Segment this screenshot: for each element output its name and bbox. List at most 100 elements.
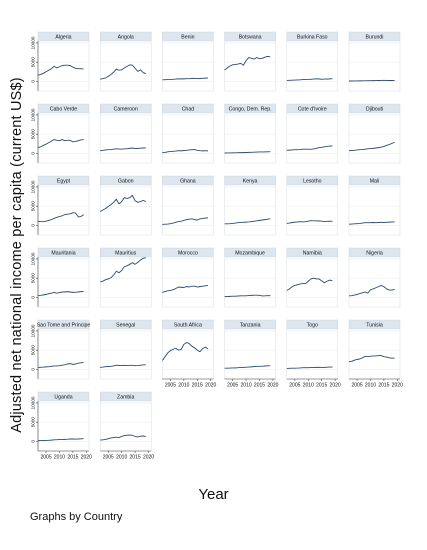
y-tick-label: 5000 bbox=[31, 201, 36, 212]
x-tick-label: 2005 bbox=[289, 383, 300, 389]
y-tick-label: 0 bbox=[31, 296, 36, 299]
y-tick-label: 10000 bbox=[31, 180, 36, 193]
series-line-morocco bbox=[162, 285, 209, 293]
panel-mauritania: Mauritania 0 5000 10000 bbox=[31, 247, 90, 308]
plot-area bbox=[162, 40, 214, 92]
panel-mauritius: Mauritius bbox=[99, 247, 152, 308]
y-tick-label: 0 bbox=[31, 368, 36, 371]
panel-cote-d-ivoire: Cote d'Ivoire bbox=[286, 103, 339, 164]
panel-title: Cabo Verde bbox=[50, 107, 78, 113]
plot-area bbox=[348, 112, 401, 164]
plot-area bbox=[348, 40, 401, 92]
series-line-tanzania bbox=[224, 365, 271, 369]
plot-area bbox=[162, 328, 214, 380]
panel-title: Ghana bbox=[180, 179, 196, 185]
x-tick-label: 2020 bbox=[267, 383, 278, 389]
panel-title: Mali bbox=[370, 179, 380, 185]
panel-title: Togo bbox=[307, 323, 318, 329]
plot-area bbox=[286, 328, 339, 380]
series-line-cabo-verde bbox=[37, 139, 84, 149]
plot-area bbox=[99, 40, 152, 92]
x-tick-label: 2010 bbox=[365, 383, 376, 389]
panel-title: Mauritius bbox=[115, 251, 136, 257]
series-line-ghana bbox=[162, 217, 209, 225]
x-tick-label: 2010 bbox=[303, 383, 314, 389]
x-axis-title: Year bbox=[198, 486, 229, 503]
panel-title: Kenya bbox=[243, 179, 258, 185]
y-tick-label: 5000 bbox=[31, 129, 36, 140]
plot-area bbox=[348, 328, 401, 380]
x-tick-label: 2015 bbox=[67, 455, 78, 461]
series-line-egypt bbox=[37, 212, 84, 223]
panel-djibouti: Djibouti bbox=[348, 103, 401, 164]
panel-uganda: Uganda 0 5000 10000 2005 2010 2015 2020 bbox=[31, 391, 92, 461]
panel-title: Gabon bbox=[118, 179, 134, 185]
plot-area bbox=[99, 400, 152, 452]
y-tick-label: 10000 bbox=[31, 108, 36, 121]
series-line-angola bbox=[100, 64, 147, 80]
series-line-namibia bbox=[286, 277, 333, 291]
series-line-zambia bbox=[100, 434, 146, 441]
panel-title: Cote d'Ivoire bbox=[298, 107, 327, 113]
panel-title: Namibia bbox=[303, 251, 322, 257]
plot-area bbox=[37, 184, 90, 236]
panel-congo-dem-rep: Congo, Dem. Rep. bbox=[224, 103, 276, 164]
y-tick-label: 5000 bbox=[31, 345, 36, 356]
x-tick-label: 2010 bbox=[54, 455, 65, 461]
panel-title: Lesotho bbox=[303, 179, 322, 185]
plot-area bbox=[37, 40, 90, 92]
panel-title: Djibouti bbox=[366, 107, 383, 113]
plot-area bbox=[162, 184, 214, 236]
plot-area bbox=[224, 328, 276, 380]
plot-area bbox=[224, 112, 276, 164]
panel-title: Mozambique bbox=[235, 251, 265, 257]
series-line-burundi bbox=[349, 79, 395, 82]
panel-title: Congo, Dem. Rep. bbox=[229, 107, 272, 113]
panel-zambia: Zambia 2005 2010 2015 2020 bbox=[99, 391, 154, 461]
panel-title: Egypt bbox=[57, 179, 71, 185]
y-tick-label: 10000 bbox=[31, 396, 36, 409]
x-tick-label: 2005 bbox=[351, 383, 362, 389]
panel-botswana: Botswana bbox=[224, 31, 276, 92]
series-line-cote-d-ivoire bbox=[286, 145, 333, 151]
panel-title: Morocco bbox=[178, 251, 198, 257]
y-tick-label: 10000 bbox=[31, 324, 36, 337]
panel-title: Sao Tome and Principe bbox=[37, 323, 91, 329]
series-line-lesotho bbox=[286, 220, 333, 224]
x-tick-label: 2020 bbox=[392, 383, 403, 389]
y-tick-label: 10000 bbox=[31, 252, 36, 265]
y-tick-label: 0 bbox=[31, 152, 36, 155]
series-line-south-africa bbox=[162, 342, 209, 361]
panel-title: Botswana bbox=[239, 35, 262, 41]
x-tick-label: 2005 bbox=[103, 455, 114, 461]
panel-lesotho: Lesotho bbox=[286, 175, 339, 236]
plot-area bbox=[224, 40, 276, 92]
x-tick-label: 2020 bbox=[143, 455, 154, 461]
x-tick-label: 2005 bbox=[165, 383, 176, 389]
panel-south-africa: South Africa 2005 2010 2015 2020 bbox=[162, 319, 216, 389]
series-line-cameroon bbox=[100, 147, 146, 152]
plot-area bbox=[162, 112, 214, 164]
series-line-senegal bbox=[100, 364, 146, 368]
panel-benin: Benin bbox=[162, 31, 214, 92]
x-tick-label: 2005 bbox=[227, 383, 238, 389]
panel-title: Senegal bbox=[116, 323, 135, 329]
panel-burundi: Burundi bbox=[348, 31, 401, 92]
series-line-gabon bbox=[99, 194, 147, 212]
series-line-sao-tome-and-principe bbox=[37, 362, 84, 368]
plot-area bbox=[348, 184, 401, 236]
y-tick-label: 5000 bbox=[31, 417, 36, 428]
x-tick-label: 2010 bbox=[178, 383, 189, 389]
panel-title: South Africa bbox=[174, 323, 202, 329]
panel-title: Chad bbox=[182, 107, 195, 113]
panel-tunisia: Tunisia 2005 2010 2015 2020 bbox=[348, 319, 403, 389]
y-tick-label: 5000 bbox=[31, 57, 36, 68]
series-line-mali bbox=[348, 221, 395, 225]
series-line-mauritius bbox=[100, 257, 146, 283]
panel-title: Benin bbox=[181, 35, 194, 41]
plot-area bbox=[224, 184, 276, 236]
panel-mozambique: Mozambique bbox=[224, 247, 276, 308]
series-line-uganda bbox=[37, 438, 84, 442]
y-tick-label: 0 bbox=[31, 80, 36, 83]
